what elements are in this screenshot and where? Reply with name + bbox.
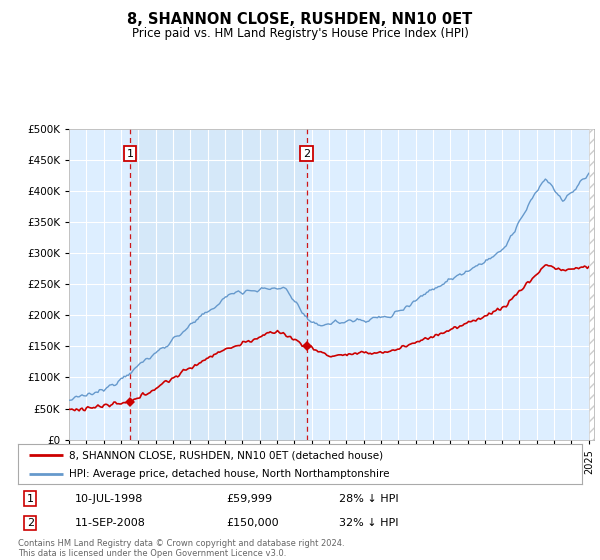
Text: Contains HM Land Registry data © Crown copyright and database right 2024.
This d: Contains HM Land Registry data © Crown c…	[18, 539, 344, 558]
Text: 10-JUL-1998: 10-JUL-1998	[74, 494, 143, 503]
Text: 32% ↓ HPI: 32% ↓ HPI	[340, 518, 399, 528]
Text: 1: 1	[27, 494, 34, 503]
Text: HPI: Average price, detached house, North Northamptonshire: HPI: Average price, detached house, Nort…	[69, 469, 389, 479]
Text: 11-SEP-2008: 11-SEP-2008	[74, 518, 145, 528]
Text: 28% ↓ HPI: 28% ↓ HPI	[340, 494, 399, 503]
Text: Price paid vs. HM Land Registry's House Price Index (HPI): Price paid vs. HM Land Registry's House …	[131, 27, 469, 40]
Text: 2: 2	[27, 518, 34, 528]
Text: 8, SHANNON CLOSE, RUSHDEN, NN10 0ET (detached house): 8, SHANNON CLOSE, RUSHDEN, NN10 0ET (det…	[69, 450, 383, 460]
Text: £150,000: £150,000	[227, 518, 280, 528]
Text: 2: 2	[303, 148, 310, 158]
Text: 8, SHANNON CLOSE, RUSHDEN, NN10 0ET: 8, SHANNON CLOSE, RUSHDEN, NN10 0ET	[127, 12, 473, 27]
Text: 1: 1	[127, 148, 134, 158]
Text: £59,999: £59,999	[227, 494, 273, 503]
